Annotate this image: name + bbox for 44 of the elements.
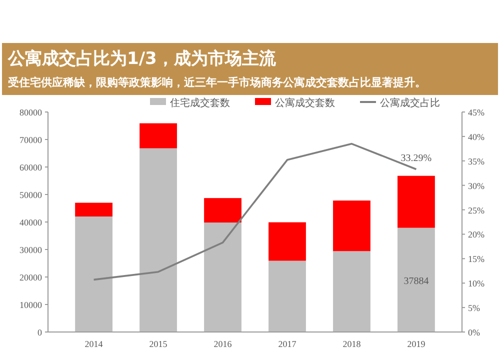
- y-tick-label: 40000: [20, 218, 42, 228]
- bar: [268, 222, 306, 261]
- y-tick-label: 50000: [20, 190, 42, 200]
- y2-tick-label: 5%: [468, 303, 480, 314]
- bar: [398, 176, 435, 228]
- y2-tick-label: 25%: [468, 205, 485, 216]
- y2-tick-label: 0%: [468, 328, 480, 338]
- data-label: 33.29%: [400, 153, 432, 164]
- x-tick-label: 2017: [278, 339, 297, 349]
- chart-subtitle: 受住宅供应稀缺，限购等政策影响，近三年一手市场商务公寓成交套数占比显著提升。: [7, 76, 426, 89]
- bar: [333, 251, 370, 332]
- y2-tick-label: 35%: [468, 156, 485, 166]
- legend-label: 公寓成交套数: [275, 97, 335, 109]
- y-tick-label: 10000: [20, 300, 42, 310]
- y2-tick-label: 40%: [468, 132, 485, 142]
- y-tick-label: 20000: [20, 272, 42, 282]
- y2-tick-label: 15%: [468, 254, 485, 264]
- x-tick-label: 2018: [342, 339, 362, 349]
- y-tick-label: 80000: [20, 108, 42, 118]
- y-tick-label: 30000: [20, 245, 42, 255]
- data-label: 37884: [404, 276, 429, 287]
- x-tick-label: 2019: [407, 339, 426, 349]
- legend-label: 公寓成交占比: [380, 97, 440, 109]
- bar: [204, 198, 242, 223]
- bar: [204, 222, 242, 332]
- y2-tick-label: 45%: [468, 108, 485, 118]
- y-tick-label: 70000: [20, 135, 42, 145]
- x-tick-label: 2015: [149, 339, 168, 349]
- bar: [333, 200, 370, 252]
- bar: [140, 148, 177, 332]
- chart-title: 公寓成交占比为1/3，成为市场主流: [7, 49, 277, 69]
- bar: [268, 260, 306, 332]
- bar: [75, 202, 112, 216]
- x-tick-label: 2014: [84, 339, 104, 349]
- bar: [398, 228, 435, 332]
- bar: [140, 123, 177, 148]
- bar: [75, 216, 112, 332]
- y2-tick-label: 30%: [468, 180, 485, 191]
- y-tick-label: 60000: [20, 162, 42, 172]
- y2-tick-label: 20%: [468, 230, 485, 240]
- legend-label: 住宅成交套数: [170, 97, 230, 109]
- y2-tick-label: 10%: [468, 278, 485, 289]
- y-tick-label: 0: [38, 328, 42, 338]
- x-tick-label: 2016: [214, 339, 232, 349]
